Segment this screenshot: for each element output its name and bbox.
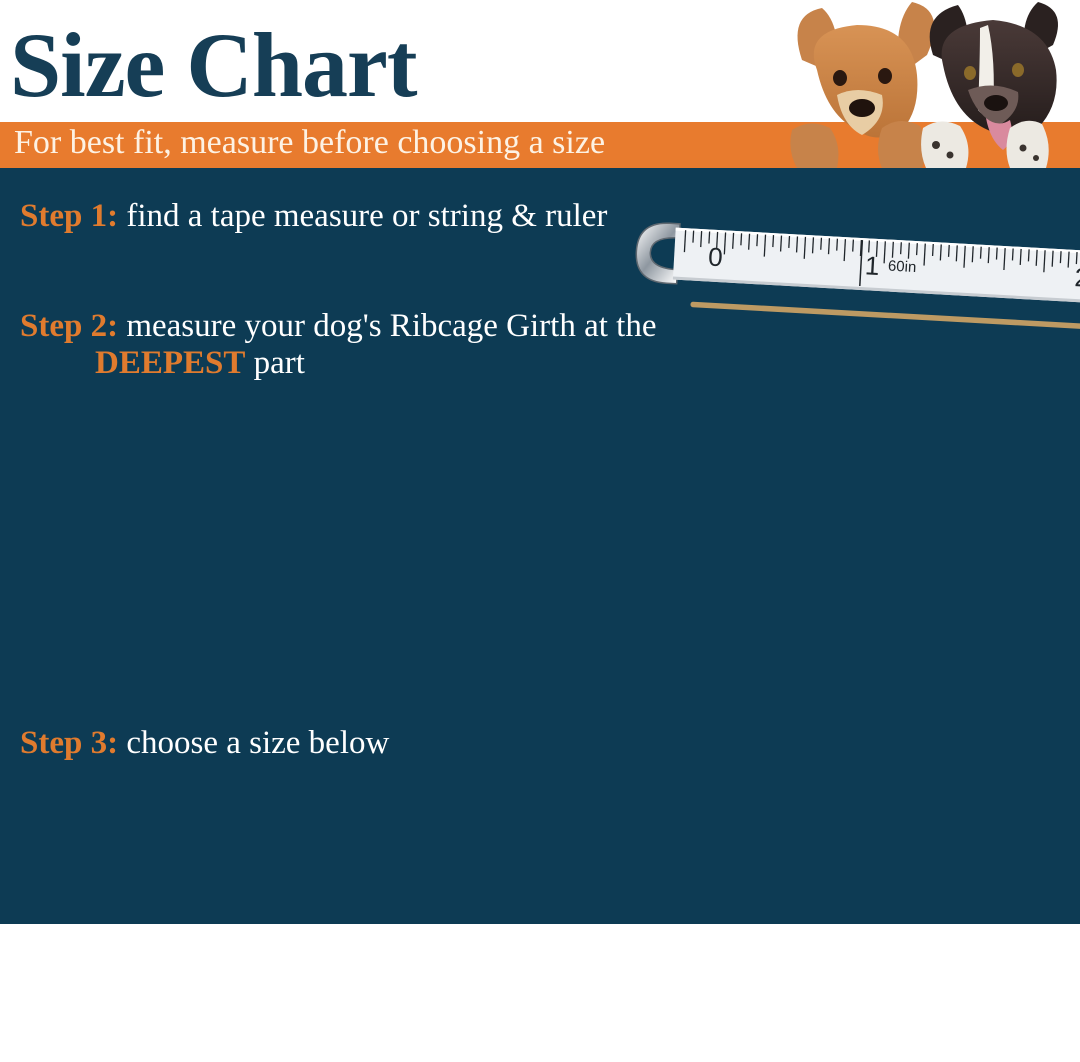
svg-text:2: 2 bbox=[1074, 262, 1080, 293]
svg-text:60in: 60in bbox=[887, 258, 916, 277]
svg-text:0: 0 bbox=[707, 241, 723, 272]
svg-text:1: 1 bbox=[864, 250, 880, 281]
